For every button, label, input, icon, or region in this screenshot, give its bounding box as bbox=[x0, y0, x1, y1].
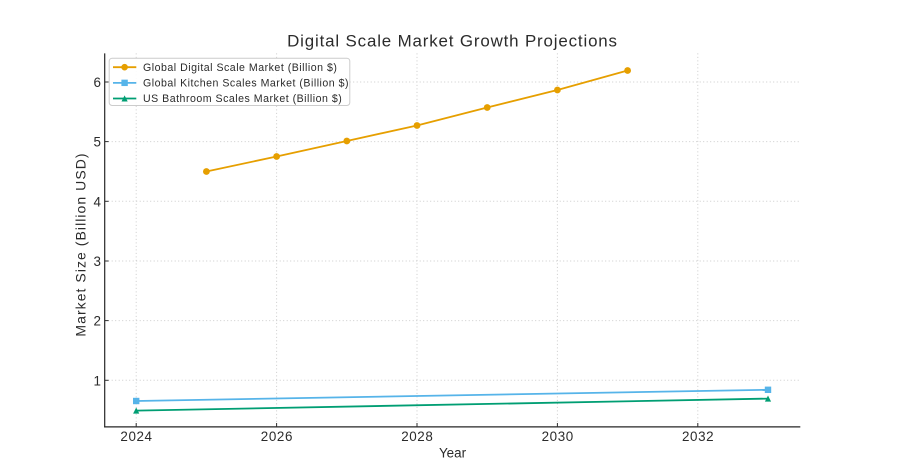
svg-text:2024: 2024 bbox=[120, 429, 152, 444]
svg-text:2028: 2028 bbox=[401, 429, 433, 444]
svg-text:3: 3 bbox=[94, 254, 101, 269]
svg-text:5: 5 bbox=[94, 135, 101, 150]
svg-text:Global Kitchen Scales Market (: Global Kitchen Scales Market (Billion $) bbox=[143, 77, 349, 89]
svg-text:Year: Year bbox=[439, 446, 467, 461]
svg-text:2030: 2030 bbox=[542, 429, 574, 444]
svg-text:Market Size (Billion USD): Market Size (Billion USD) bbox=[73, 152, 89, 336]
svg-text:Digital Scale Market Growth Pr: Digital Scale Market Growth Projections bbox=[287, 32, 618, 51]
svg-text:6: 6 bbox=[94, 75, 101, 90]
svg-text:2026: 2026 bbox=[261, 429, 293, 444]
svg-text:2: 2 bbox=[94, 314, 101, 329]
svg-text:2032: 2032 bbox=[682, 429, 714, 444]
svg-text:US Bathroom Scales Market (Bil: US Bathroom Scales Market (Billion $) bbox=[143, 93, 342, 105]
svg-text:4: 4 bbox=[94, 194, 102, 209]
svg-text:Global Digital Scale Market (B: Global Digital Scale Market (Billion $) bbox=[143, 62, 337, 74]
svg-text:1: 1 bbox=[94, 373, 101, 388]
